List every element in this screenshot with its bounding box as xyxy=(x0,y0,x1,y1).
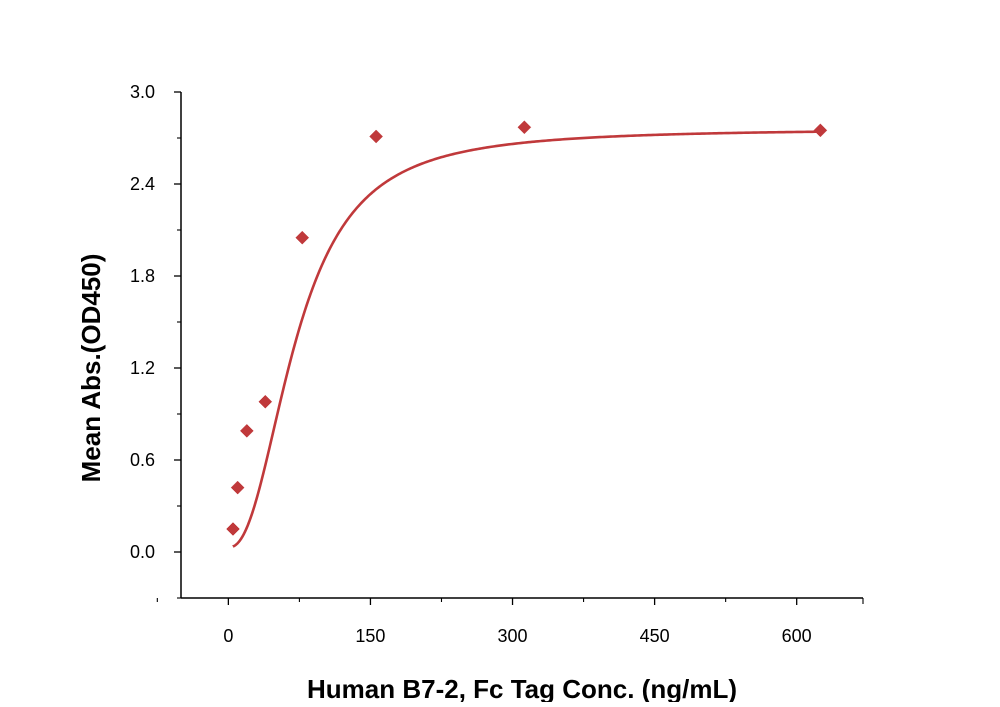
data-point xyxy=(239,424,254,438)
x-tick-label: 600 xyxy=(782,626,812,646)
y-tick-label: 3.0 xyxy=(130,82,155,102)
data-point xyxy=(230,480,245,495)
y-tick-label: 0.6 xyxy=(130,450,155,470)
x-tick-label: 150 xyxy=(355,626,385,646)
data-point xyxy=(258,394,273,409)
ticks: 0.0 0.6 1.2 1.8 2.4 3.0 0 150 300 450 600 xyxy=(130,82,864,646)
data-point xyxy=(369,129,383,144)
fit-curve xyxy=(232,130,821,548)
x-tick-label: 300 xyxy=(498,626,528,646)
x-axis-title: Human B7-2, Fc Tag Conc. (ng/mL) xyxy=(307,674,737,702)
data-point xyxy=(295,230,310,245)
data-point xyxy=(517,120,532,135)
y-axis-title: Mean Abs.(OD450) xyxy=(76,254,106,483)
y-tick-label: 1.2 xyxy=(130,358,155,378)
x-tick-label: 0 xyxy=(223,626,233,646)
data-point xyxy=(813,123,828,138)
x-tick-label: 450 xyxy=(640,626,670,646)
fit-curve-layer xyxy=(232,130,821,548)
y-tick-label: 0.0 xyxy=(130,542,155,562)
y-tick-label: 1.8 xyxy=(130,266,155,286)
axes xyxy=(180,92,863,599)
data-points-layer xyxy=(226,120,828,536)
data-point xyxy=(226,522,240,536)
y-tick-label: 2.4 xyxy=(130,174,155,194)
